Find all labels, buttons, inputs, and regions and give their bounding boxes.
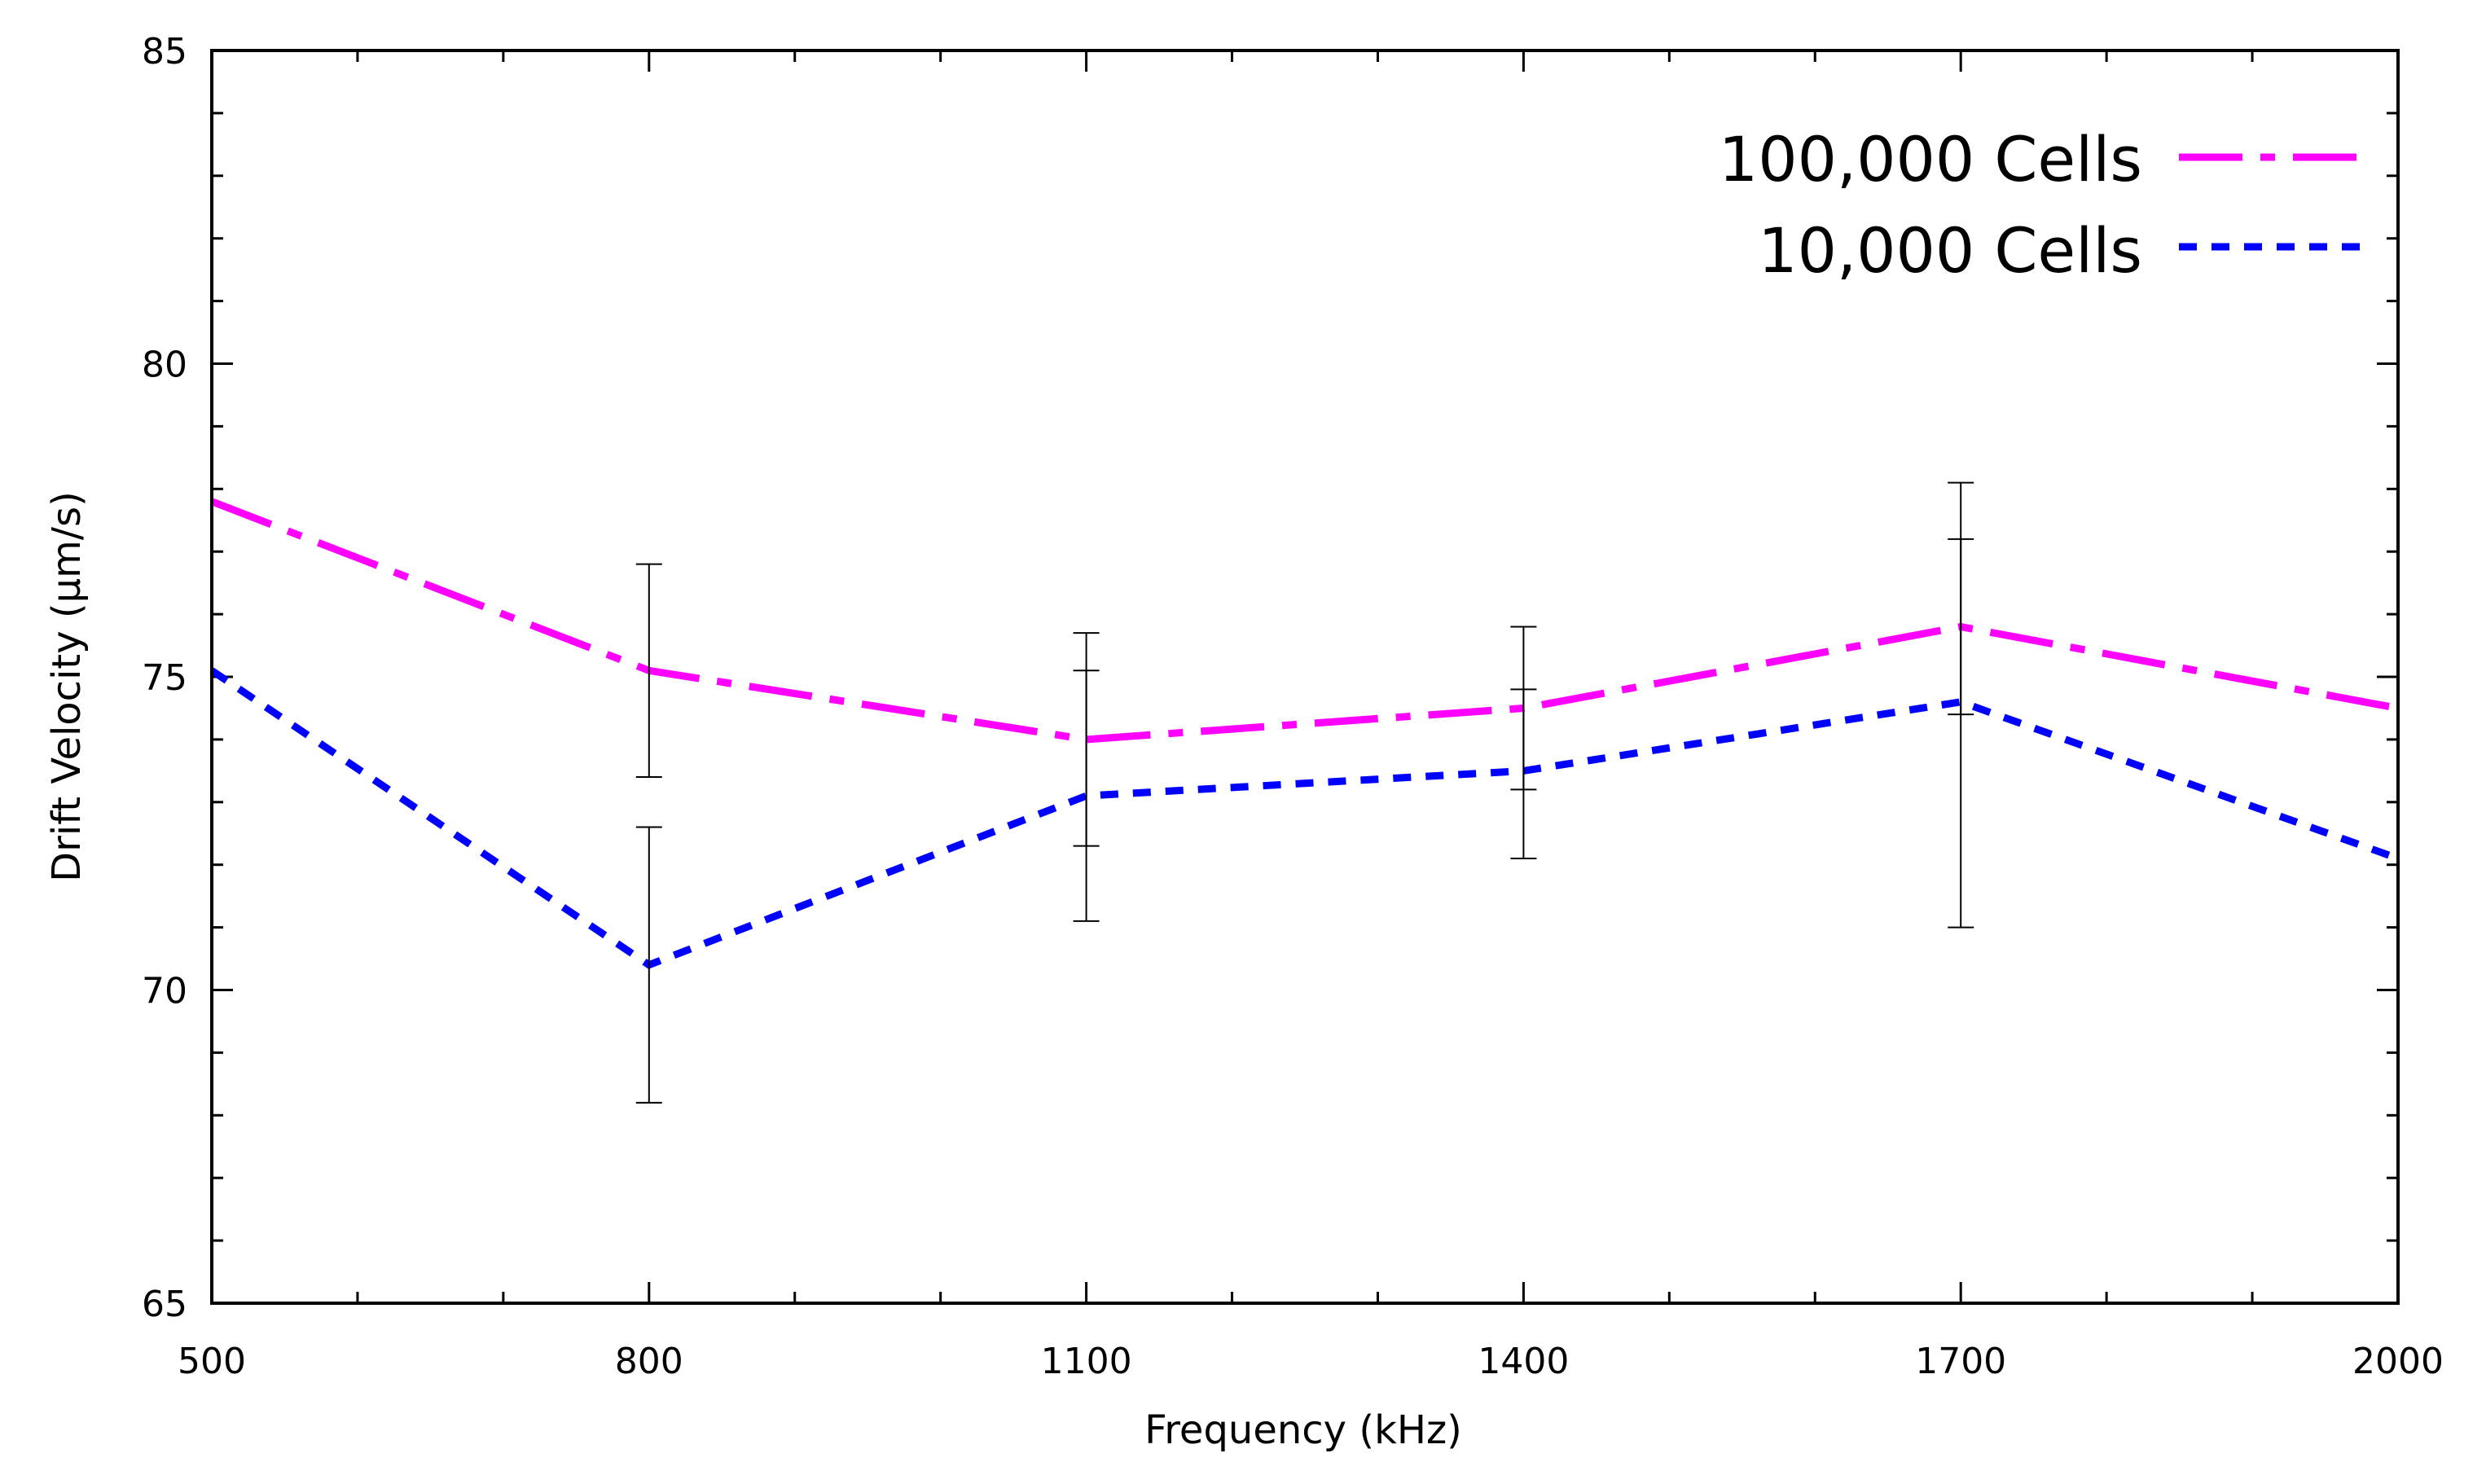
legend-label-10000-cells: 10,000 Cells — [1758, 214, 2142, 287]
y-tick-label-80: 80 — [142, 345, 187, 386]
error-bars — [635, 481, 1974, 1104]
minor-ticks — [212, 50, 2398, 1303]
x-tick-label-1400: 1400 — [1478, 1341, 1569, 1382]
y-tick-label-65: 65 — [142, 1284, 187, 1325]
x-tick-label-500: 500 — [178, 1341, 246, 1382]
y-tick-label-75: 75 — [142, 657, 187, 699]
x-tick-labels: 500 800 1100 1400 1700 2000 — [178, 1341, 2444, 1382]
y-tick-labels: 65 70 75 80 85 — [142, 31, 187, 1325]
x-tick-label-1100: 1100 — [1041, 1341, 1132, 1382]
legend: 100,000 Cells 10,000 Cells — [1719, 123, 2364, 287]
x-tick-label-800: 800 — [615, 1341, 683, 1382]
x-tick-label-1700: 1700 — [1915, 1341, 2006, 1382]
legend-label-100000-cells: 100,000 Cells — [1719, 123, 2142, 195]
x-axis-title: Frequency (kHz) — [1144, 1407, 1462, 1453]
x-tick-label-2000: 2000 — [2352, 1341, 2444, 1382]
y-tick-label-70: 70 — [142, 971, 187, 1012]
series-line-10-000-cells — [209, 667, 2400, 969]
y-tick-label-85: 85 — [142, 31, 187, 72]
y-axis-title: Drift Velocity (μm/s) — [44, 491, 90, 882]
series-line-100-000-cells — [210, 498, 2399, 744]
plot-frame — [210, 49, 2400, 1305]
series-lines — [209, 498, 2400, 969]
